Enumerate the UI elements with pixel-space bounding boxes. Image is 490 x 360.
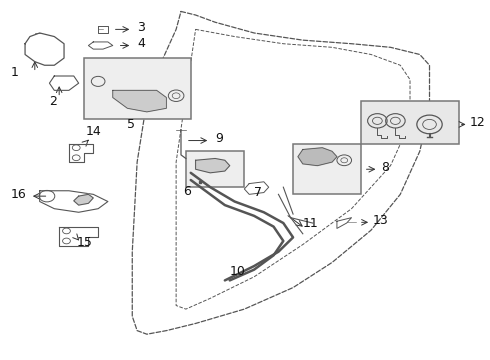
Text: 12: 12 <box>469 116 485 129</box>
Text: 5: 5 <box>127 118 135 131</box>
Text: 1: 1 <box>10 66 18 79</box>
Polygon shape <box>298 148 337 166</box>
Text: 15: 15 <box>76 236 92 249</box>
Text: 3: 3 <box>137 21 145 34</box>
Text: 16: 16 <box>10 188 26 201</box>
Polygon shape <box>113 90 167 112</box>
Text: 9: 9 <box>215 132 223 145</box>
Text: 13: 13 <box>372 214 388 227</box>
Text: 14: 14 <box>86 125 102 138</box>
FancyBboxPatch shape <box>293 144 361 194</box>
Polygon shape <box>74 194 93 205</box>
Text: 8: 8 <box>381 161 389 174</box>
FancyBboxPatch shape <box>186 151 245 187</box>
Text: 6: 6 <box>183 185 191 198</box>
Polygon shape <box>196 158 230 173</box>
Text: 2: 2 <box>49 95 57 108</box>
Text: 11: 11 <box>303 217 318 230</box>
FancyBboxPatch shape <box>361 101 459 144</box>
Text: 7: 7 <box>254 186 262 199</box>
FancyBboxPatch shape <box>83 58 191 119</box>
Text: 4: 4 <box>137 37 145 50</box>
Text: 10: 10 <box>230 265 245 278</box>
